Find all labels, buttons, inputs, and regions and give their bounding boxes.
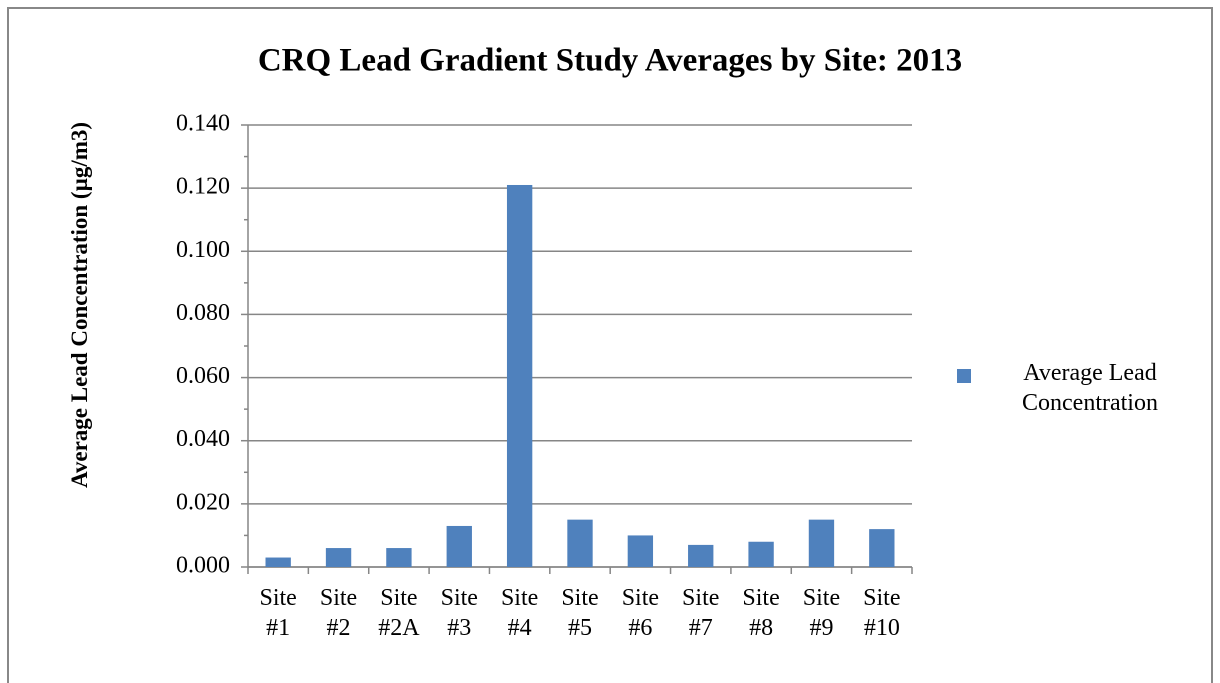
y-tick-label: 0.100 <box>176 237 230 263</box>
bar <box>265 557 291 567</box>
x-tick-label: Site #6 <box>621 585 660 641</box>
y-tick-label: 0.120 <box>176 174 230 200</box>
x-tick-label: Site #3 <box>440 585 478 641</box>
y-tick-label: 0.020 <box>176 489 230 515</box>
x-tick-label: Site #1 <box>259 585 297 641</box>
x-tick-label: Site #2 <box>319 585 358 641</box>
y-tick-label: 0.060 <box>176 363 230 389</box>
bar <box>446 525 472 567</box>
x-tick-label: Site #10 <box>863 585 901 641</box>
chart-border <box>7 7 1213 683</box>
legend-swatch <box>957 369 971 383</box>
y-tick-label: 0.040 <box>176 426 230 452</box>
x-tick-label: Site #9 <box>802 585 841 641</box>
x-tick-label: Site #2A <box>378 585 420 641</box>
bar <box>386 548 412 567</box>
legend-label: Average Lead Concentration <box>1022 360 1158 416</box>
x-tick-label: Site #5 <box>561 585 599 641</box>
y-tick-label: 0.080 <box>176 300 230 326</box>
bar <box>748 541 774 567</box>
bar <box>869 529 895 567</box>
bar <box>627 535 654 567</box>
x-tick-label: Site #8 <box>742 585 780 641</box>
y-axis-title: Average Lead Concentration (µg/m3) <box>67 121 92 489</box>
y-tick-label: 0.000 <box>176 553 230 579</box>
chart-title: CRQ Lead Gradient Study Averages by Site… <box>258 43 962 79</box>
bar <box>325 548 352 567</box>
bar <box>808 519 835 567</box>
bar <box>506 184 533 567</box>
bar <box>567 519 593 567</box>
x-tick-label: Site #7 <box>682 585 720 641</box>
x-tick-label: Site #4 <box>500 585 539 641</box>
bar <box>688 544 714 567</box>
y-tick-label: 0.140 <box>176 111 230 137</box>
